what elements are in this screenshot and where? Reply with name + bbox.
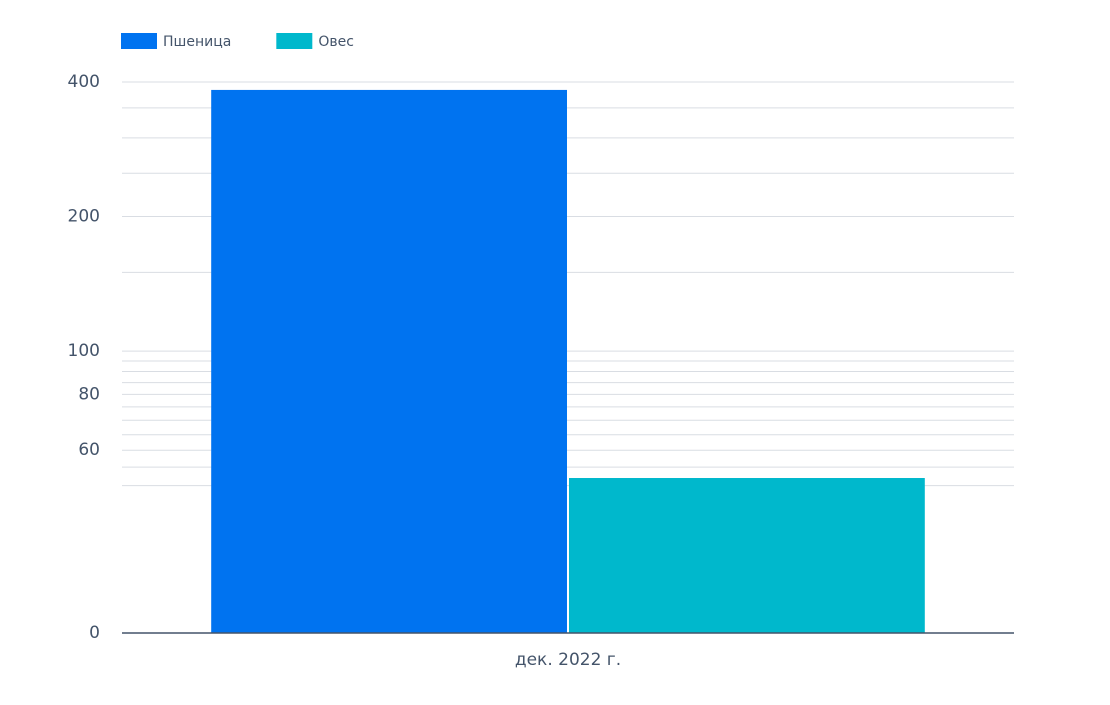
y-tick-label: 60: [78, 440, 100, 460]
legend-swatch: [121, 33, 157, 49]
legend-label: Пшеница: [163, 34, 231, 50]
legend: Пшеница Овес: [121, 33, 354, 50]
y-tick-label: 0: [89, 623, 100, 643]
legend-label: Овес: [318, 34, 354, 50]
bar: [569, 478, 925, 633]
bar: [211, 89, 567, 634]
x-tick-label: дек. 2022 г.: [515, 650, 621, 670]
y-tick-label: 100: [68, 341, 100, 361]
y-tick-label: 200: [68, 207, 100, 227]
y-tick-label: 400: [68, 72, 100, 92]
y-tick-label: 80: [78, 384, 100, 404]
legend-swatch: [276, 33, 313, 49]
